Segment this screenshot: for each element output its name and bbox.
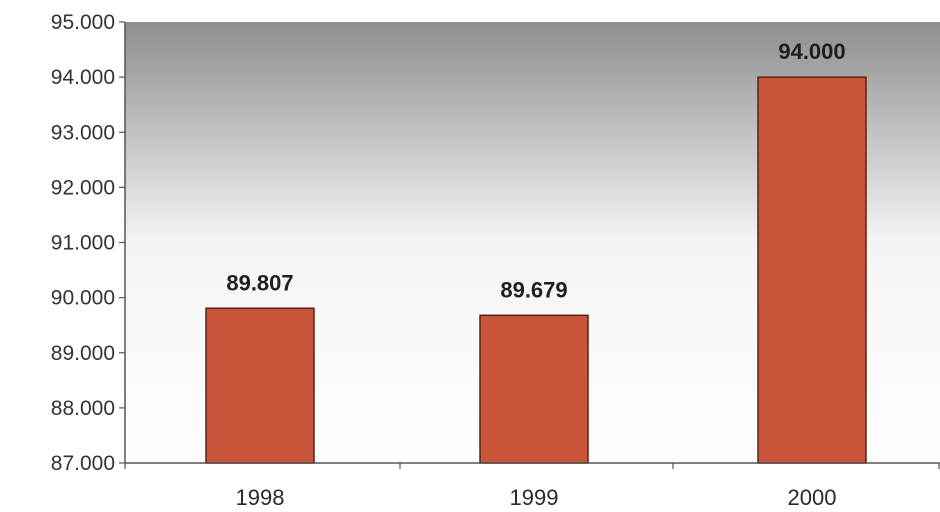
x-tick-label-1999: 1999 [510, 485, 559, 510]
y-tick-label: 87.000 [51, 452, 115, 475]
y-tick-label: 88.000 [51, 397, 115, 420]
bar-1999 [479, 314, 589, 464]
y-tick-label: 89.000 [51, 342, 115, 365]
x-tick-label-2000: 2000 [788, 485, 837, 510]
data-label-2000: 94.000 [778, 39, 845, 64]
y-tick-label: 91.000 [51, 232, 115, 255]
y-tick-label: 92.000 [51, 176, 115, 199]
data-label-1999: 89.679 [500, 277, 567, 302]
y-tick-label: 93.000 [51, 121, 115, 144]
data-label-1998: 89.807 [226, 270, 293, 295]
y-tick-label: 94.000 [51, 66, 115, 89]
bar-1998 [205, 307, 315, 464]
x-tick-label-1998: 1998 [236, 485, 285, 510]
y-tick-label: 90.000 [51, 287, 115, 310]
y-tick-label: 95.000 [51, 11, 115, 34]
bar-2000 [757, 76, 867, 464]
